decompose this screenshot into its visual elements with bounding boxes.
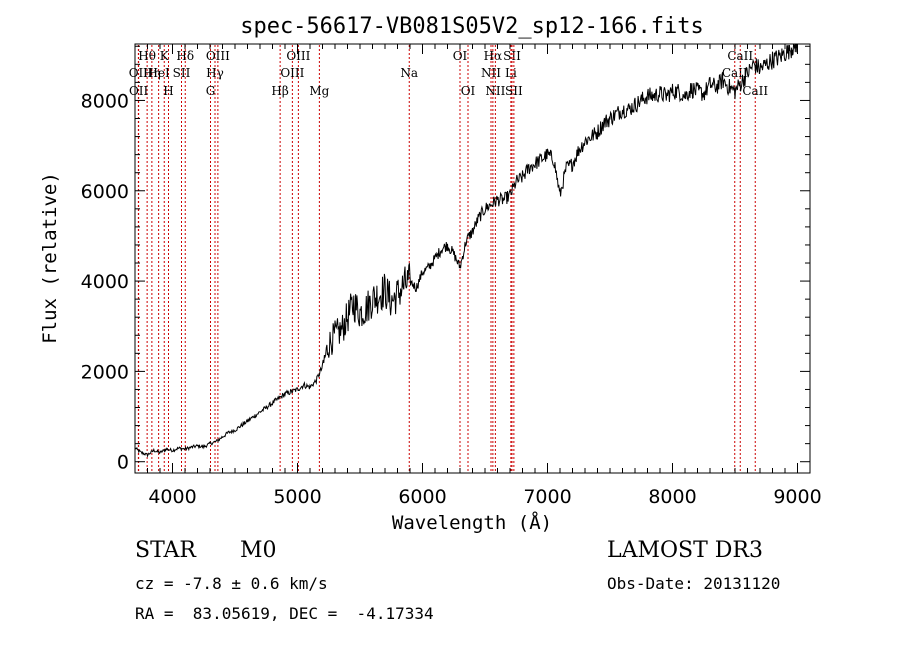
y-tick-label: 6000 <box>81 181 129 203</box>
line-marker-label: Hθ <box>138 49 156 63</box>
emission-line-markers: HθOIIOIIHηHeIKHSIIHδGHγOIIIHβOIIIOIIIMgN… <box>129 45 768 472</box>
sky-coordinates: RA = 83.05619, DEC = -4.17334 <box>135 604 434 623</box>
line-marker-label: NII <box>481 66 501 80</box>
y-tick-label: 2000 <box>81 361 129 383</box>
x-axis-label: Wavelength (Å) <box>392 511 552 534</box>
plot-frame <box>134 43 811 474</box>
x-tick-label: 6000 <box>398 486 446 508</box>
spectrum-line <box>135 44 798 458</box>
y-axis-label: Flux (relative) <box>39 172 61 344</box>
x-tick-label: 7000 <box>523 486 571 508</box>
line-marker-label: OIII <box>286 49 310 63</box>
survey-name: LAMOST DR3 <box>607 538 763 563</box>
line-marker-label: G <box>206 84 216 98</box>
chart-title: spec-56617-VB081S05V2_sp12-166.fits <box>240 14 704 39</box>
line-marker-label: Hα <box>484 49 503 63</box>
line-marker-label: OII <box>129 84 149 98</box>
x-tick-label: 4000 <box>148 486 196 508</box>
line-marker-label: NII <box>485 84 505 98</box>
object-class: STAR <box>135 538 196 563</box>
y-tick-label: 0 <box>117 452 129 474</box>
line-marker-label: CaII <box>722 66 748 80</box>
y-tick-label: 8000 <box>81 90 129 112</box>
line-marker-label: K <box>160 49 170 63</box>
line-marker-label: OI <box>461 84 476 98</box>
line-marker-label: HeI <box>147 66 170 80</box>
observation-date: Obs-Date: 20131120 <box>607 574 781 593</box>
line-marker-label: CaII <box>727 49 753 63</box>
line-marker-label: Li <box>505 66 517 80</box>
line-marker-label: OIII <box>206 49 230 63</box>
line-marker-label: Hγ <box>206 66 224 80</box>
line-marker-label: OIII <box>280 66 304 80</box>
redshift-cz: cz = -7.8 ± 0.6 km/s <box>135 574 328 593</box>
line-marker-label: Na <box>400 66 418 80</box>
spectrum-series <box>135 44 798 458</box>
line-marker-label: CaII <box>742 84 768 98</box>
object-subclass: M0 <box>240 538 277 563</box>
line-marker-label: SII <box>505 84 523 98</box>
y-tick-label: 4000 <box>81 271 129 293</box>
x-tick-label: 5000 <box>273 486 321 508</box>
line-marker-label: SII <box>503 49 521 63</box>
x-tick-label: 9000 <box>773 486 821 508</box>
line-marker-label: Mg <box>309 84 329 98</box>
line-marker-label: H <box>163 84 173 98</box>
x-tick-label: 8000 <box>648 486 696 508</box>
line-marker-label: SII <box>173 66 191 80</box>
line-marker-label: Hη <box>143 66 161 80</box>
line-marker-label: OI <box>453 49 468 63</box>
axis-ticks: 4000 5000 6000 7000 8000 9000 0 2000 4000 6000 800… <box>81 44 822 508</box>
line-marker-label: Hβ <box>271 84 288 98</box>
line-marker-label: Hδ <box>176 49 194 63</box>
